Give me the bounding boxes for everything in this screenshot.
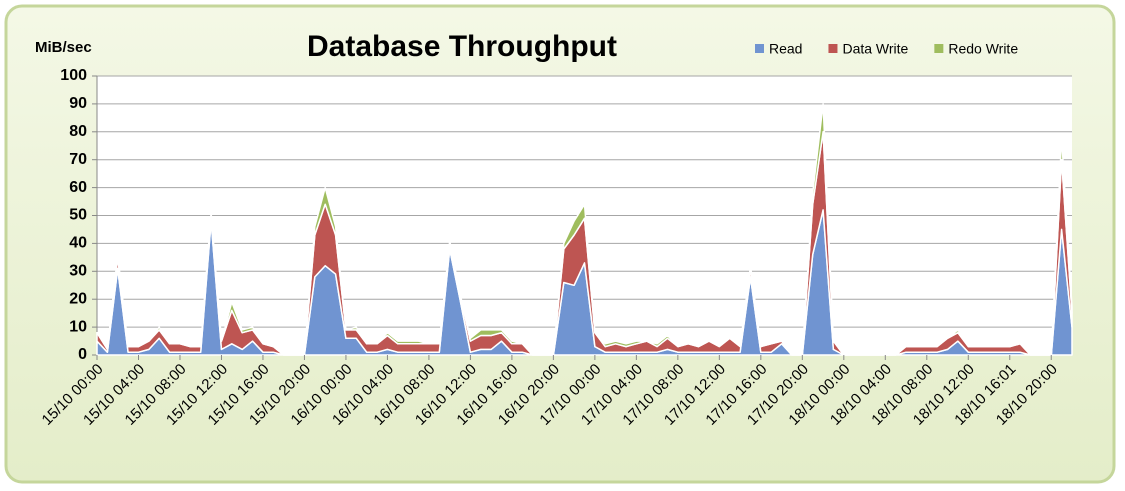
legend-label: Read: [769, 41, 802, 57]
legend-label: Redo Write: [948, 41, 1018, 57]
legend-label: Data Write: [842, 41, 908, 57]
y-tick-label: 0: [78, 346, 87, 363]
y-tick-label: 100: [60, 67, 87, 84]
y-tick-label: 30: [69, 263, 87, 280]
y-tick-label: 90: [69, 95, 87, 112]
y-tick-label: 10: [69, 318, 87, 335]
chart-title: Database Throughput: [307, 30, 617, 63]
legend-swatch: [934, 44, 944, 53]
area-2: [96, 103, 1073, 356]
y-tick-label: 20: [69, 290, 87, 307]
y-tick-label: 80: [69, 123, 87, 140]
y-axis-label: MiB/sec: [35, 39, 92, 56]
legend-swatch: [755, 44, 764, 53]
y-tick-label: 50: [69, 207, 87, 224]
y-tick-label: 70: [69, 151, 87, 168]
y-tick-label: 60: [69, 179, 87, 196]
legend-swatch: [828, 44, 838, 53]
y-tick-label: 40: [69, 235, 87, 252]
